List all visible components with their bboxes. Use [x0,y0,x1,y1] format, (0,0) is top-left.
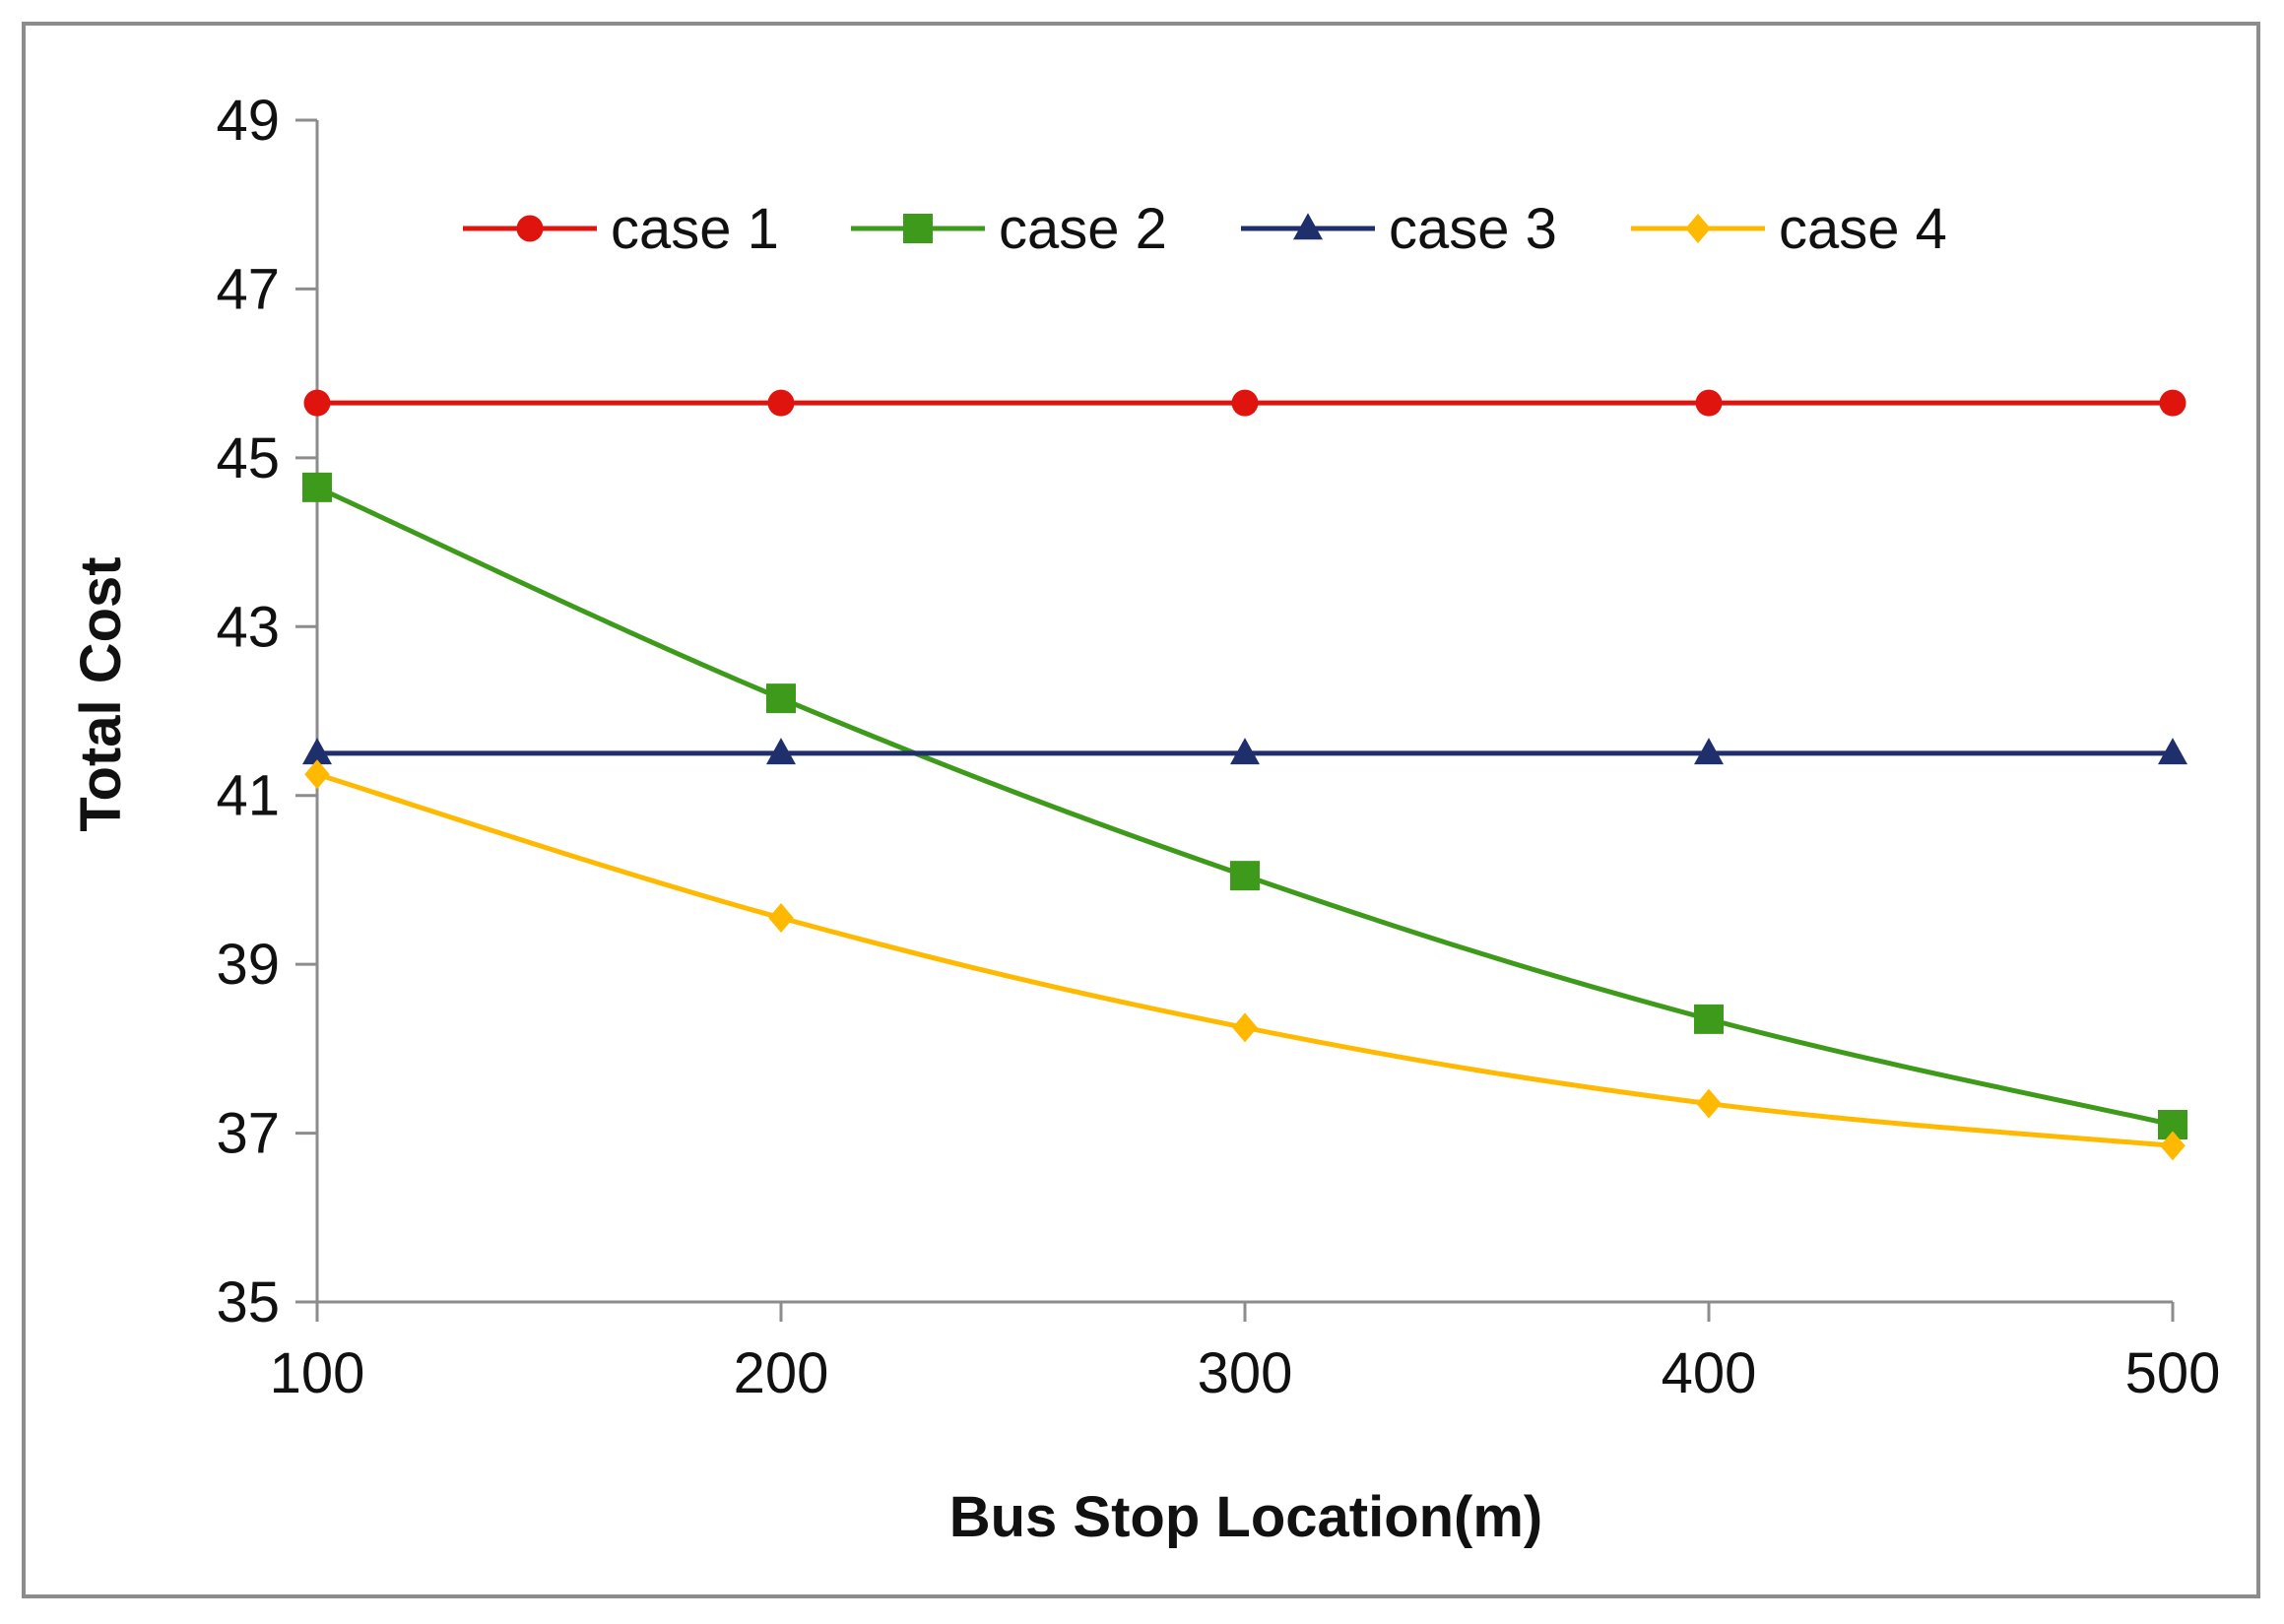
y-tick-label: 37 [216,1102,280,1166]
data-point [1696,1088,1722,1119]
data-point [766,738,796,765]
legend-label: case 2 [999,197,1167,261]
data-point [302,738,332,765]
series-layer [302,389,2187,1161]
legend-item: case 3 [1241,197,1557,261]
x-ticks: 100 200 300 400 500 [270,1302,2221,1405]
series-line [316,771,2174,1148]
legend-label: case 1 [611,197,779,261]
y-tick-label: 35 [216,1270,280,1334]
y-tick-label: 39 [216,933,280,997]
x-axis-title: Bus Stop Location(m) [949,1485,1543,1549]
data-point [2159,389,2186,417]
data-point [1230,738,1260,765]
data-point [302,472,332,502]
data-point [1694,1004,1724,1034]
legend-marker [1293,213,1323,240]
legend: case 1 case 2 case 3 case 4 [463,197,1947,261]
data-point [303,389,331,417]
x-tick-label: 300 [1198,1341,1293,1405]
legend-marker [903,214,933,243]
data-point [766,683,796,714]
data-point [2158,738,2187,765]
series-case-4 [304,759,2186,1161]
y-tick-label: 49 [216,89,280,153]
legend-marker [1685,214,1711,243]
series-case-2 [302,472,2187,1139]
data-point [1231,389,1259,417]
data-point [304,759,330,790]
y-axis-title: Total Cost [69,556,133,831]
x-tick-label: 500 [2125,1341,2221,1405]
x-tick-label: 100 [270,1341,365,1405]
x-tick-label: 200 [734,1341,829,1405]
series-case-3 [302,738,2187,765]
data-point [768,903,794,933]
y-tick-label: 45 [216,426,280,490]
y-tick-label: 43 [216,595,280,659]
series-case-1 [303,389,2186,417]
legend-item: case 1 [463,197,779,261]
legend-item: case 2 [851,197,1167,261]
data-point [2160,1131,2186,1161]
legend-marker [516,215,544,242]
legend-label: case 3 [1389,197,1557,261]
data-point [1695,389,1723,417]
x-tick-label: 400 [1662,1341,1757,1405]
legend-label: case 4 [1779,197,1947,261]
y-tick-label: 47 [216,257,280,321]
chart-frame [22,22,2260,1598]
y-tick-label: 41 [216,764,280,828]
legend-item: case 4 [1631,197,1947,261]
data-point [1232,1012,1258,1043]
data-point [1230,861,1260,891]
y-ticks: 35 37 39 41 43 45 47 49 [216,89,317,1334]
data-point [767,389,795,417]
data-point [1694,738,1724,765]
